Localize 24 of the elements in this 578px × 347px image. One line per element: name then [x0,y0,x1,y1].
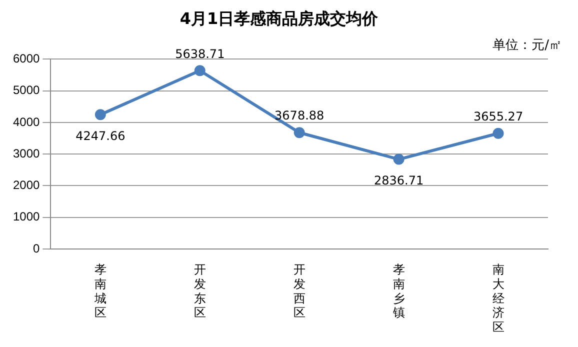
y-tick-label: 0 [33,241,40,256]
point [194,65,206,76]
y-tick-label: 5000 [12,83,40,98]
x-tick-label: 南大经济区 [492,262,504,334]
y-tick-label: 3000 [12,146,40,160]
y-tick-label: 1000 [12,210,40,224]
point [94,109,106,120]
chart-title: 4月1日孝感商品房成交均价 [180,8,380,28]
data-label: 3678.88 [274,108,324,123]
y-tick-label: 4000 [12,114,40,129]
data-label: 5638.71 [175,46,225,61]
data-label: 4247.66 [76,128,126,143]
data-label: 2836.71 [374,173,424,188]
data-label: 3655.27 [473,109,524,124]
point [393,154,404,165]
point [294,127,305,138]
point [492,128,504,139]
x-tick-label: 开发东区 [194,262,206,320]
y-tick-label: 2000 [12,178,40,192]
x-tick-label: 孝南乡镇 [392,262,405,320]
x-tick-label: 开发西区 [293,262,306,320]
text: 单位：元/㎡ [492,37,562,54]
x-tick-label: 孝南城区 [93,262,106,320]
y-tick-label: 6000 [12,52,40,66]
